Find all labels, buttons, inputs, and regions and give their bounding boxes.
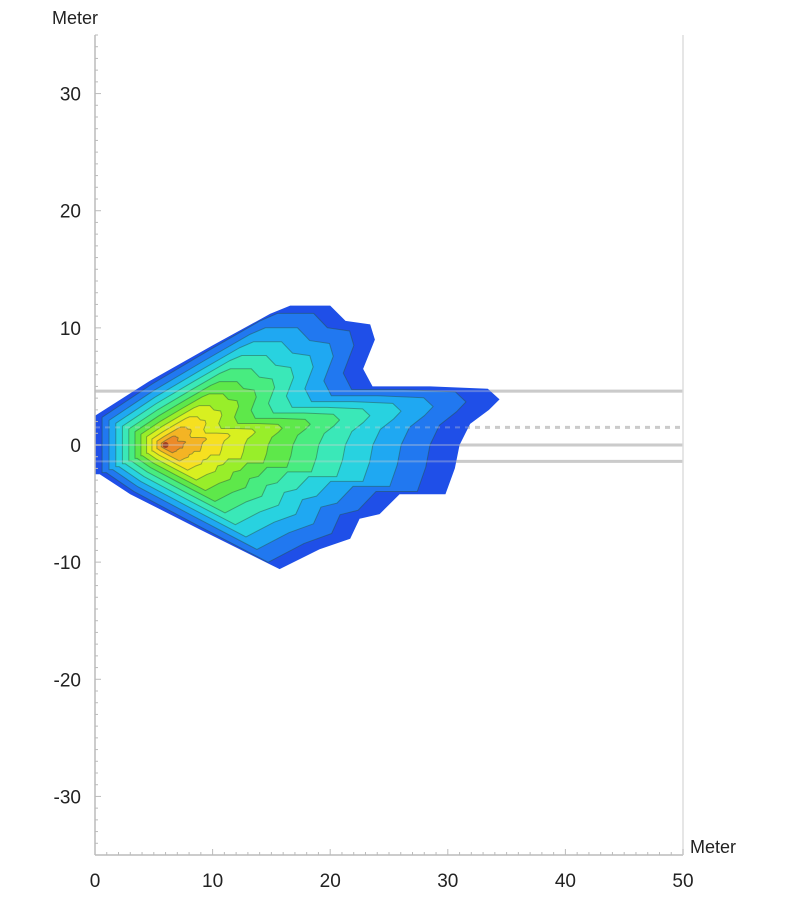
x-tick-label: 30 [437,871,458,892]
x-tick-label: 40 [555,871,576,892]
y-tick-label: -30 [54,787,81,808]
y-tick-label: 20 [60,202,81,223]
y-tick-label: 10 [60,319,81,340]
y-axis-title: Meter [52,8,98,28]
y-tick-label: 0 [70,436,81,457]
y-tick-label: -20 [54,670,81,691]
y-tick-label: -10 [54,553,81,574]
y-tick-label: 30 [60,85,81,106]
contour-level [160,435,187,454]
peak-marker [162,442,169,448]
x-tick-label: 20 [320,871,341,892]
x-tick-label: 50 [672,871,693,892]
x-tick-label: 0 [90,871,101,892]
x-axis-title: Meter [690,837,736,857]
x-tick-label: 10 [202,871,223,892]
